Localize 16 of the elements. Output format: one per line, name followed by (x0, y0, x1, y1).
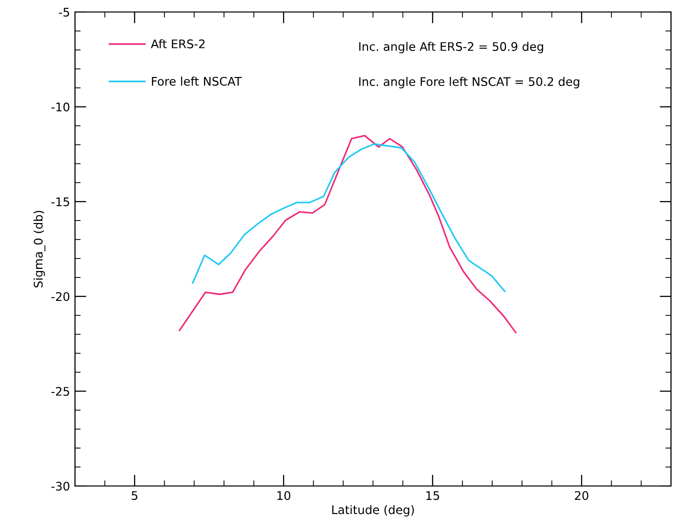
x-tick-label: 5 (132, 491, 138, 500)
x-axis-title: Latitude (deg) (332, 505, 414, 516)
annotation: Inc. angle Fore left NSCAT = 50.2 deg (359, 76, 580, 88)
x-tick-label: 15 (426, 491, 440, 500)
y-tick-label: -25 (51, 386, 70, 396)
y-tick-label: -20 (51, 292, 70, 302)
x-tick-label: 20 (574, 491, 588, 500)
y-tick-label: -15 (51, 197, 70, 206)
legend-label: Aft ERS-2 (150, 39, 205, 48)
y-tick-label: -30 (51, 482, 70, 491)
y-axis-title: Sigma_0 (db) (34, 210, 46, 288)
annotation: Inc. angle Aft ERS-2 = 50.9 deg (359, 42, 544, 54)
legend-label: Fore left NSCAT (152, 76, 242, 86)
x-tick-label: 10 (277, 491, 290, 500)
y-tick-label: -5 (58, 8, 70, 17)
y-tick-label: -10 (51, 102, 70, 112)
